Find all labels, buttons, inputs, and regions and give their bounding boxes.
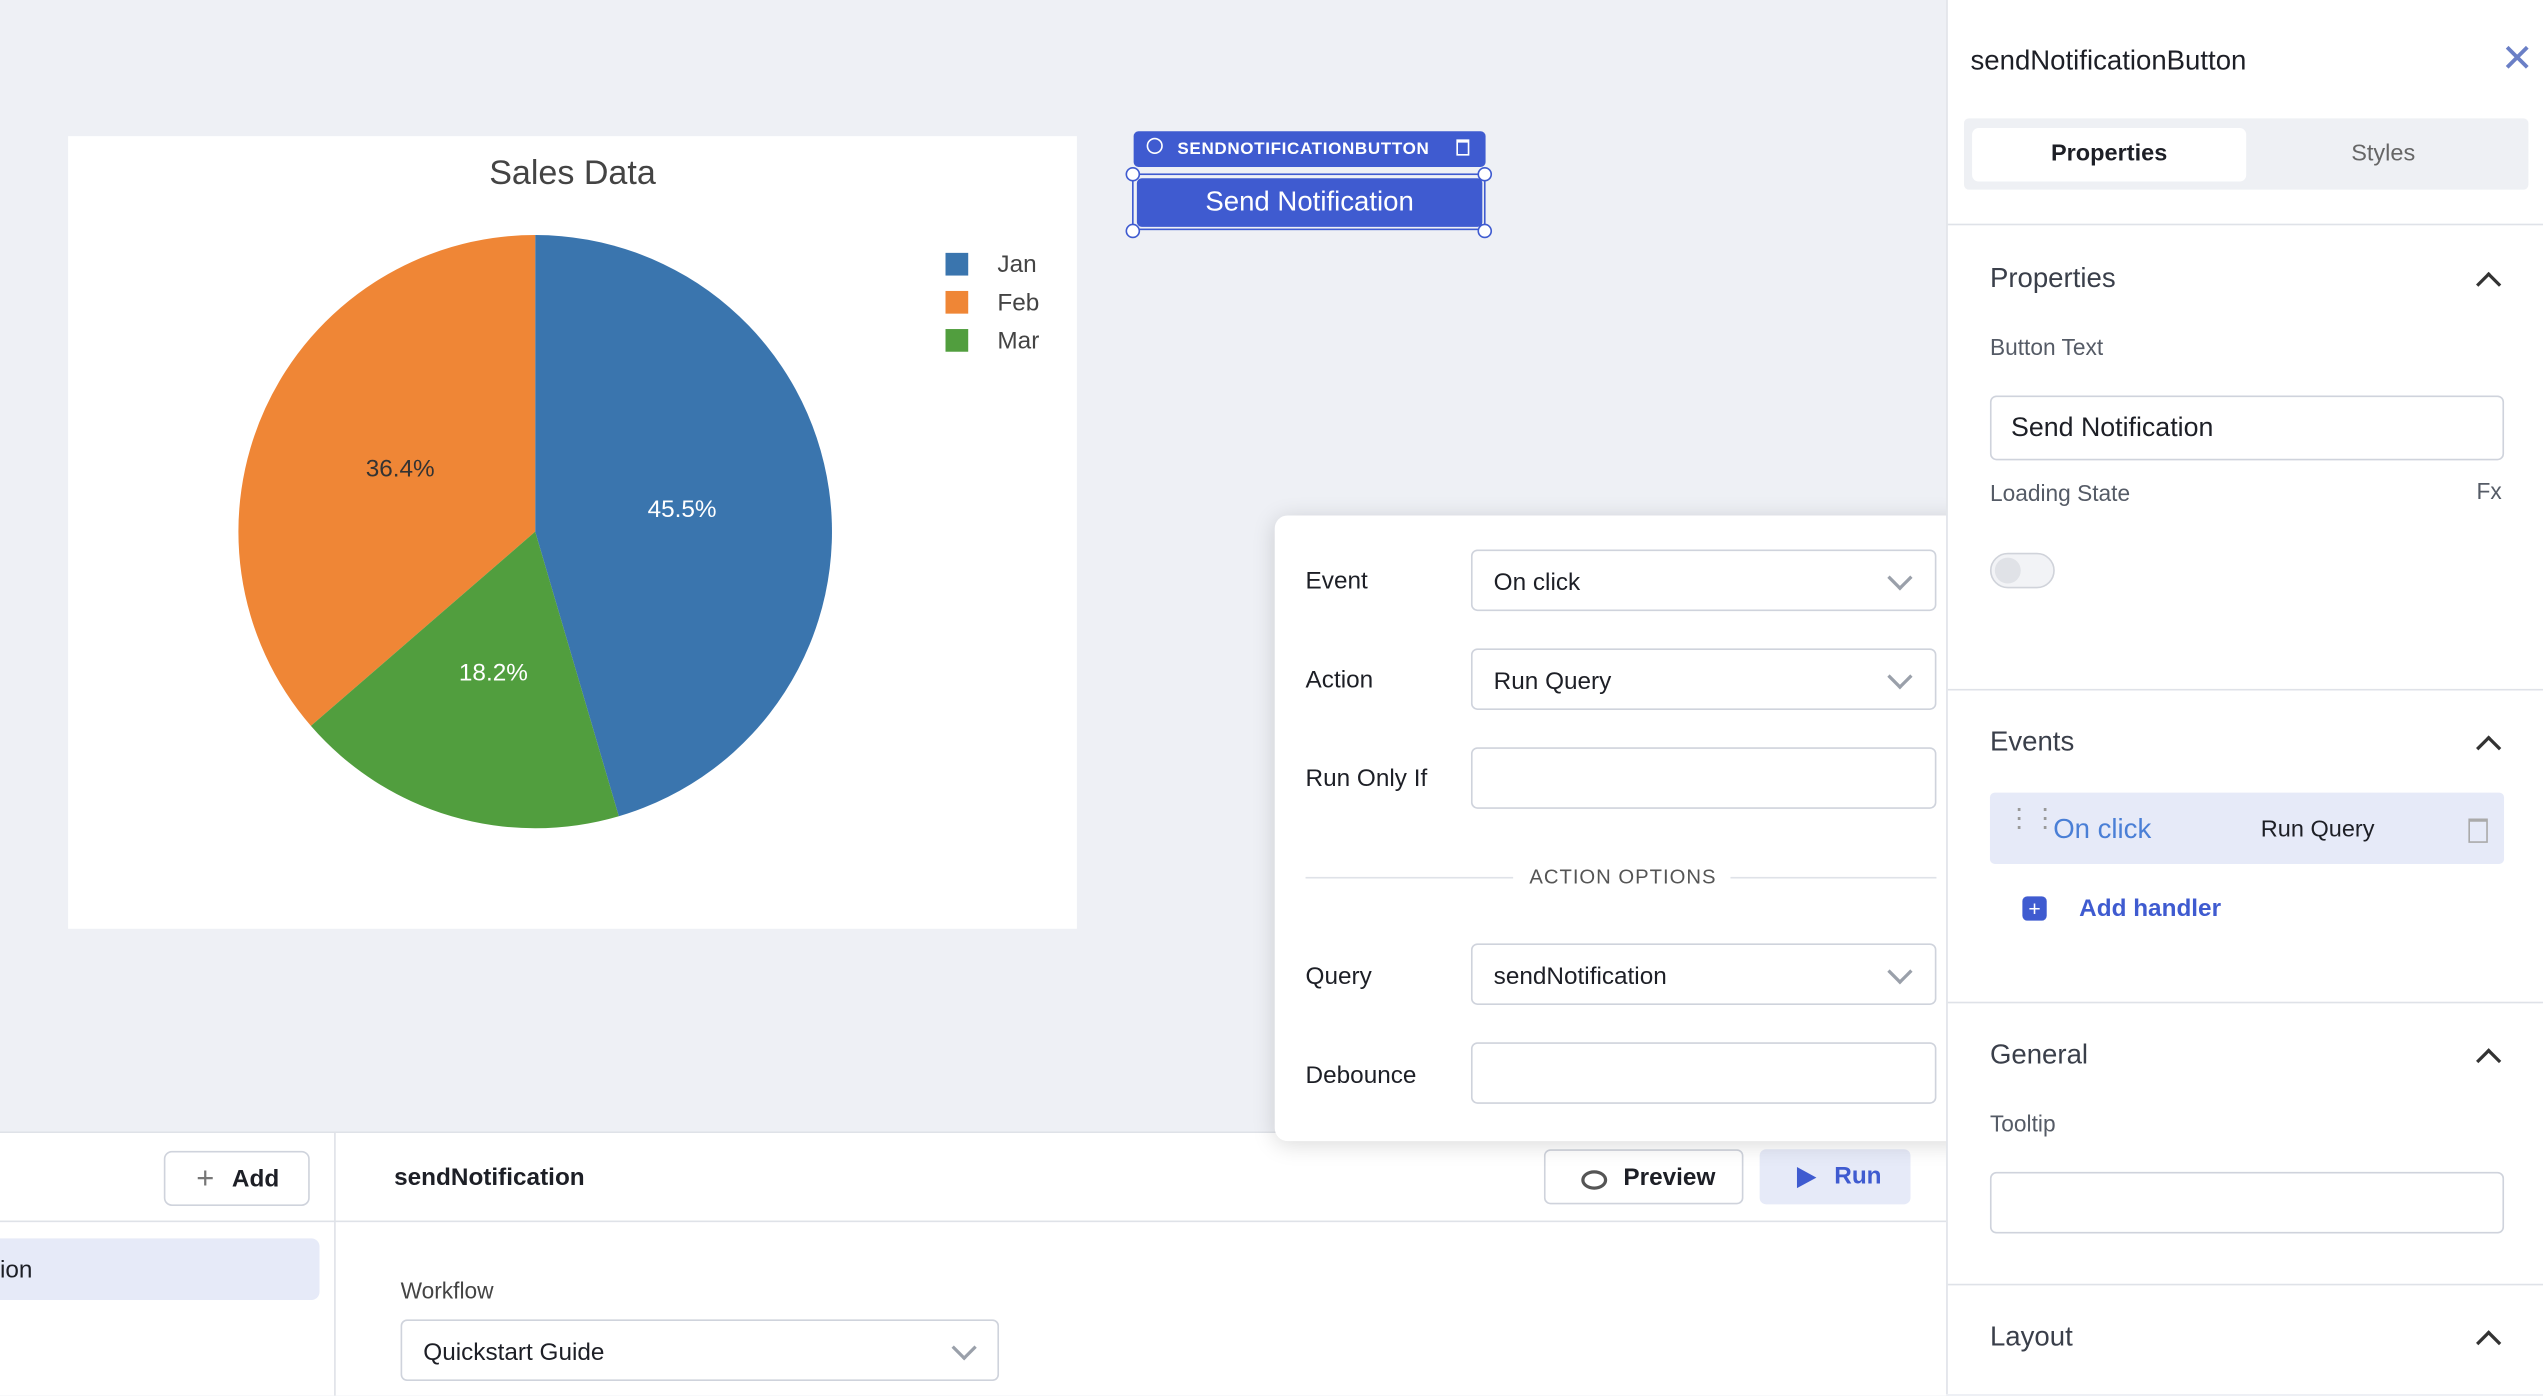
chart-title: Sales Data [489,154,656,192]
action-select[interactable]: Run Query [1470,648,1937,710]
slice-label: 45.5% [648,496,717,523]
event-select[interactable]: On click [1470,549,1937,612]
legend-label: Feb [997,289,1039,316]
section-heading: Layout [1989,1321,2073,1352]
query-panel: + Add ion sendNotification Preview Run W… [0,1131,1947,1396]
slice-label: 36.4% [366,455,435,482]
query-item-text: ion [0,1256,33,1284]
field-label: Tooltip [1989,1110,2056,1137]
gear-icon [1146,137,1163,154]
preview-text: Preview [1623,1163,1716,1192]
handle[interactable] [1477,223,1493,239]
button-text-input[interactable]: Send Notification [1989,395,2505,461]
event-label: Event [1305,567,1368,595]
pie-slice [310,531,619,829]
delete-icon[interactable] [1456,139,1470,156]
workflow-value: Quickstart Guide [423,1338,605,1367]
run-text: Run [1834,1162,1882,1190]
loading-switch[interactable] [1989,552,2055,589]
widget-tag[interactable]: SENDNOTIFICATIONBUTTON [1133,131,1486,167]
legend-swatch [945,329,969,352]
inspector: sendNotificationButton ✕ Properties Styl… [1946,0,2543,1394]
inspector-title: sendNotificationButton [1970,45,2247,77]
close-button[interactable]: ✕ [2500,37,2534,82]
section-heading: General [1989,1038,2089,1070]
widget-tag-text: SENDNOTIFICATIONBUTTON [1177,139,1430,159]
legend-label: Jan [997,251,1036,278]
event-popover: Event On click Action Run Query Run Only… [1274,515,1969,1142]
tab-active[interactable]: Properties [1972,128,2247,182]
preview-button[interactable]: Preview [1543,1149,1744,1205]
add-text: Add [231,1165,280,1193]
field-label: Button Text [1989,333,2104,360]
event-name: On click [2053,813,2152,845]
event-row[interactable]: ⋮⋮ On click Run Query [1989,792,2505,864]
tab[interactable]: Styles [2351,141,2416,167]
action-options-heading: ACTION OPTIONS [1529,865,1717,889]
workflow-label: Workflow [400,1277,494,1304]
field-label: Loading State [1989,479,2131,506]
event-value: On click [1493,568,1581,597]
add-button[interactable]: + Add [163,1150,310,1206]
run-only-if-label: Run Only If [1305,765,1428,793]
pie-slice [535,235,832,817]
handle[interactable] [1477,166,1493,182]
workflow-select[interactable]: Quickstart Guide [400,1319,1000,1382]
query-name: sendNotification [394,1163,585,1192]
query-item[interactable]: ion [0,1238,320,1300]
handle[interactable] [1125,223,1141,239]
eye-icon [1581,1170,1608,1190]
tooltip-input[interactable] [1989,1171,2505,1234]
query-select[interactable]: sendNotification [1470,943,1937,1005]
delete-icon[interactable] [2468,818,2488,843]
drag-handle: ⋮⋮ [2006,805,2059,834]
pie-slice [238,235,536,726]
fx-toggle[interactable]: Fx [2476,478,2502,505]
tabs: Properties Styles [1963,118,2529,190]
debounce-input[interactable] [1470,1042,1937,1104]
send-notification-button[interactable]: Send Notification [1136,178,1483,227]
add-icon: + [2022,896,2047,921]
section-heading: Events [1989,726,2075,757]
event-action: Run Query [2260,816,2375,843]
slice-label: 18.2% [459,659,528,686]
query-label: Query [1305,962,1372,991]
section-heading: Properties [1989,262,2116,294]
legend-swatch [945,290,969,314]
handle[interactable] [1125,166,1141,182]
chart: Sales Data 45.5% 36.4% 18.2% Jan Feb Mar [238,154,1039,829]
selection-outline [1132,173,1486,231]
button-text-value: Send Notification [2011,413,2214,443]
legend-swatch [945,252,969,276]
chart-card: Sales Data 45.5% 36.4% 18.2% Jan Feb Mar [68,136,1077,929]
query-value: sendNotification [1493,962,1667,991]
legend-label: Mar [997,327,1039,354]
play-icon [1796,1167,1817,1189]
action-value: Run Query [1493,667,1612,696]
debounce-label: Debounce [1305,1061,1417,1090]
action-label: Action [1305,666,1374,694]
run-only-if-input[interactable] [1470,747,1937,809]
plus-icon: + [196,1162,215,1197]
add-handler[interactable]: Add handler [2079,894,2222,923]
run-button[interactable]: Run [1759,1149,1911,1205]
